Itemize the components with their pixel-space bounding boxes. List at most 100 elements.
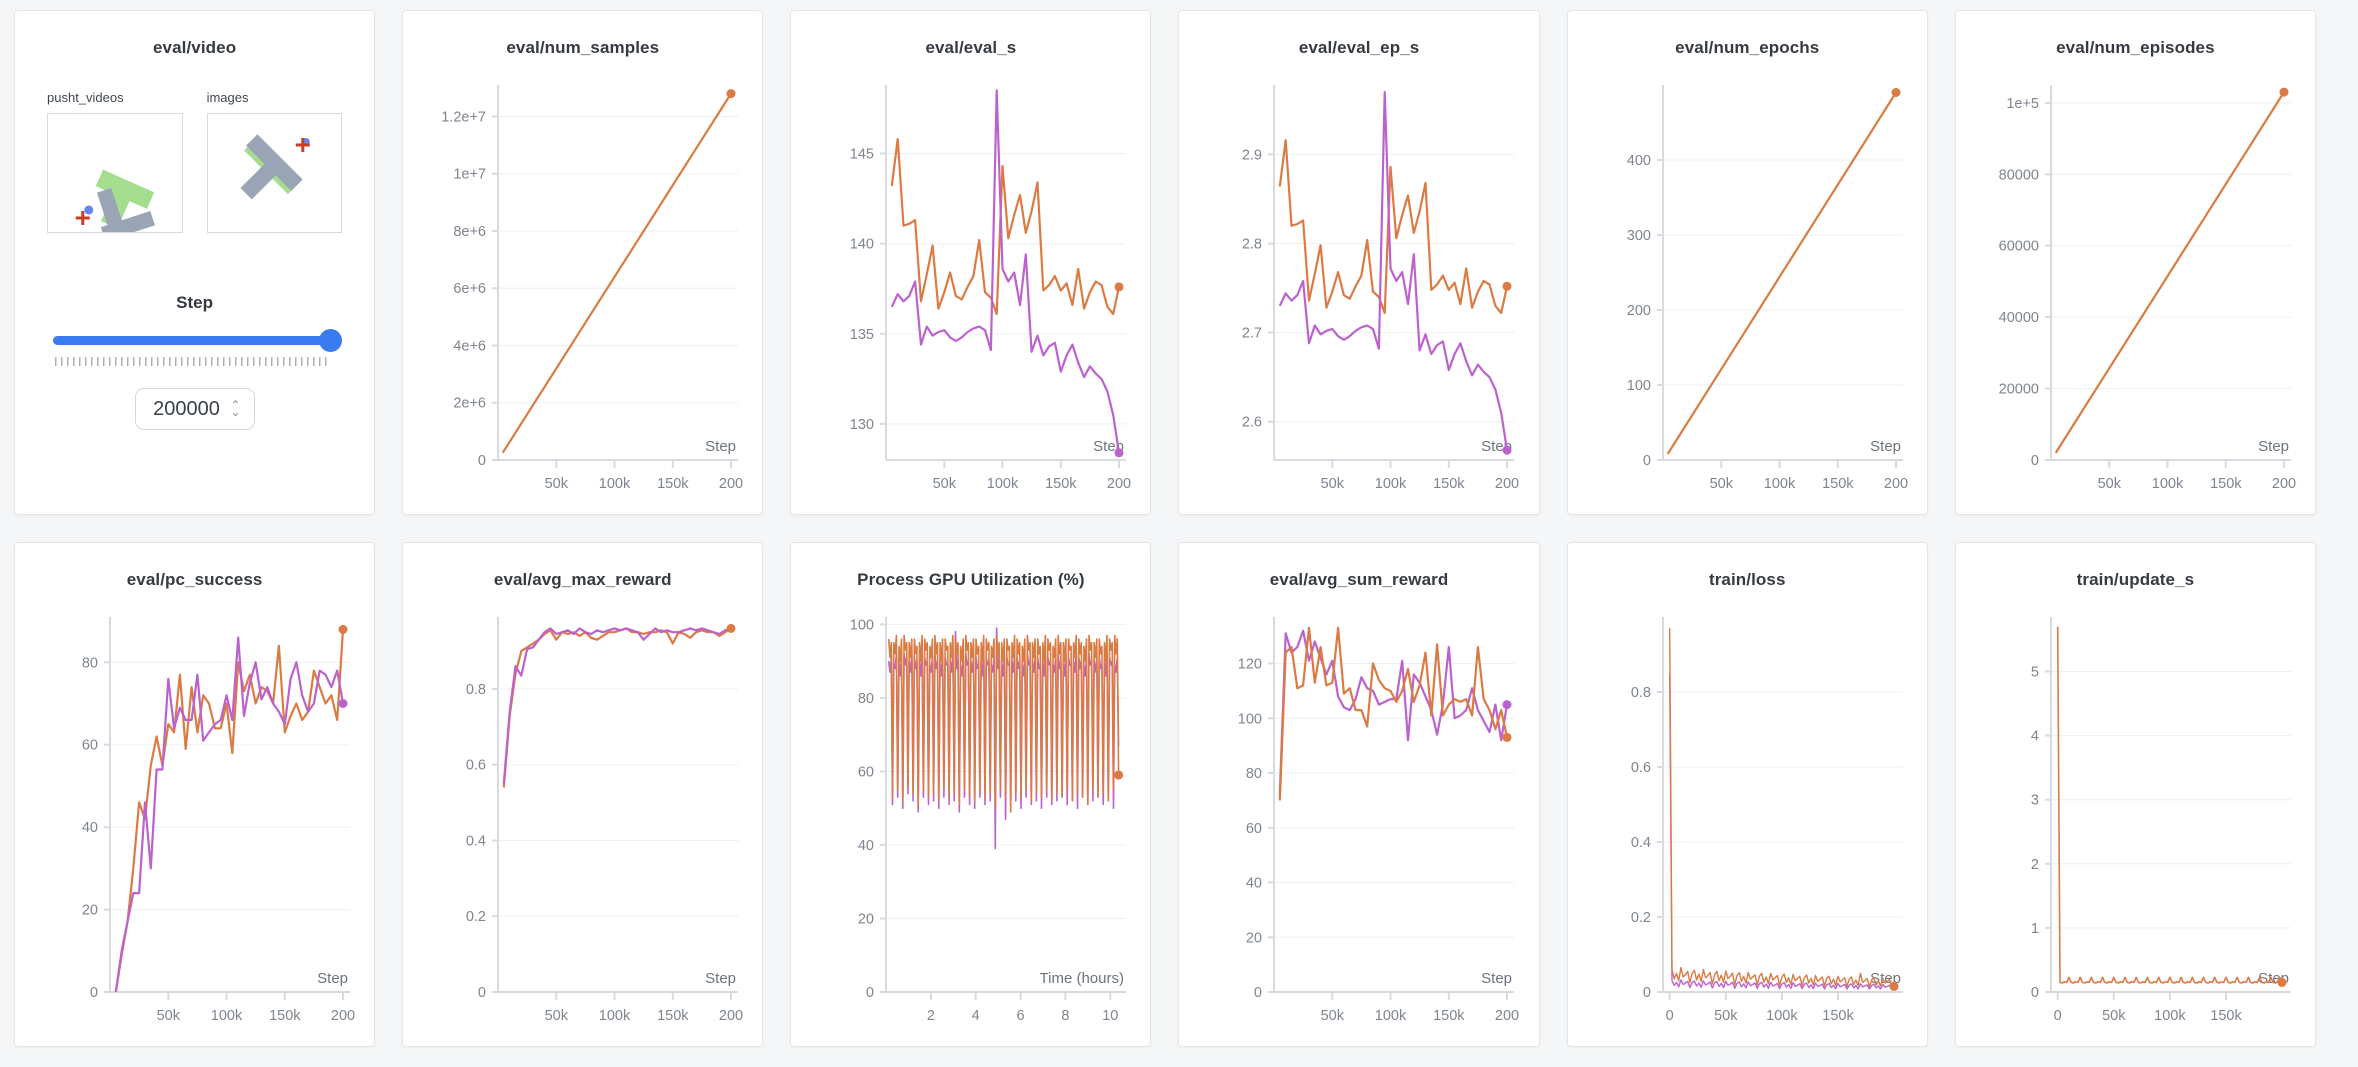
- series-line-orange: [502, 627, 732, 788]
- images-scene: [240, 134, 310, 200]
- series-line-orange: [1279, 626, 1509, 801]
- y-tick-label: 40: [82, 820, 98, 836]
- y-tick-label: 145: [850, 147, 874, 163]
- media-label: pusht_videos: [47, 90, 124, 105]
- x-tick-label: 100k: [599, 476, 631, 492]
- y-tick-label: 120: [1238, 657, 1262, 673]
- x-tick-label: 8: [1062, 1008, 1070, 1024]
- media-item-images: images: [206, 90, 343, 233]
- pusht-scene: [75, 169, 155, 242]
- x-tick-label: 100k: [1766, 1008, 1798, 1024]
- y-tick-label: 60: [1246, 821, 1262, 837]
- x-tick-label: 50k: [933, 476, 957, 492]
- x-axis-label: Time (hours): [1040, 970, 1124, 987]
- y-tick-label: 0.4: [1630, 835, 1650, 851]
- spinner-up-icon[interactable]: ⌃: [230, 398, 241, 412]
- x-tick-label: 150k: [269, 1008, 301, 1024]
- y-tick-label: 8e+6: [453, 224, 486, 240]
- chart-plot-num-epochs[interactable]: 0 100 200 300 400 50k 100k 150k 200 Step: [1568, 73, 1927, 510]
- chart-svg: 0 20 40 60 80 100 120 50k 100k 150k 200 Step: [1238, 617, 1520, 1024]
- x-tick-label: 100k: [211, 1008, 243, 1024]
- chart-plot-num-episodes[interactable]: 0 20000 40000 60000 80000 1e+5 50k 100k 150k 200 S…: [1956, 73, 2315, 510]
- chart-plot-train-loss[interactable]: 0 0.2 0.4 0.6 0.8 0 50k 100k 150k Step: [1568, 605, 1927, 1042]
- chart-plot-avg-max-reward[interactable]: 0 0.2 0.4 0.6 0.8 50k 100k 150k 200 Step: [403, 605, 762, 1042]
- y-tick-label: 0.2: [466, 909, 486, 925]
- x-tick-label: 100k: [1375, 476, 1407, 492]
- pusht-videos-thumbnail[interactable]: [47, 113, 183, 242]
- chart-plot-avg-sum-reward[interactable]: 0 20 40 60 80 100 120 50k 100k 150k 200 Step: [1179, 605, 1538, 1042]
- series-line-orange: [891, 137, 1121, 316]
- y-tick-label: 1e+5: [2006, 96, 2039, 112]
- y-tick-label: 0: [1643, 453, 1651, 469]
- end-point-dot-purple: [1502, 445, 1512, 455]
- chart-plot-eval-ep-s[interactable]: 2.6 2.7 2.8 2.9 50k 100k 150k 200 Step: [1179, 73, 1538, 510]
- chart-plot-train-update-s[interactable]: 0 1 2 3 4 5 0 50k 100k 150k Step: [1956, 605, 2315, 1042]
- series-line-purple: [891, 89, 1121, 453]
- step-input-spinner[interactable]: ⌃ ⌄: [230, 398, 241, 419]
- x-tick-label: 4: [972, 1008, 980, 1024]
- chart-plot-gpu-utilization[interactable]: 0 20 40 60 80 100 2 4 6 8 10 Time (hours): [791, 605, 1150, 1042]
- x-tick-label: 50k: [1714, 1008, 1738, 1024]
- chart-panel-num-samples: eval/num_samples 0 2e+6 4e+6 6e+6 8e+6 1e+7 1.…: [402, 10, 764, 515]
- chart-title: train/loss: [1708, 570, 1786, 589]
- y-tick-label: 20000: [1999, 382, 2039, 398]
- x-tick-label: 150k: [1434, 1008, 1466, 1024]
- end-point-dot-orange: [2279, 87, 2289, 97]
- y-tick-label: 60: [858, 764, 874, 780]
- end-point-dot-purple: [1502, 700, 1512, 710]
- slider-tick-ruler: [55, 357, 331, 366]
- x-tick-label: 6: [1017, 1008, 1025, 1024]
- end-point-dot-purple: [1114, 448, 1124, 458]
- x-tick-label: 200: [719, 1008, 743, 1024]
- x-tick-label: 200: [331, 1008, 355, 1024]
- step-input-box[interactable]: ⌃ ⌄: [134, 388, 255, 430]
- end-point-dot-purple: [338, 699, 348, 708]
- chart-svg: 0 2e+6 4e+6 6e+6 8e+6 1e+7 1.2e+7 50k 100k 150k 20…: [441, 85, 743, 492]
- x-tick-label: 50k: [1321, 1008, 1345, 1024]
- y-tick-label: 0: [90, 985, 98, 1001]
- end-point-dot-orange: [1891, 88, 1901, 97]
- y-tick-label: 0.8: [1630, 685, 1650, 701]
- chart-svg: 0 20 40 60 80 100 2 4 6 8 10 Time (hours): [850, 617, 1127, 1024]
- x-tick-label: 2: [927, 1008, 935, 1024]
- x-tick-label: 200: [1495, 476, 1519, 492]
- x-tick-label: 0: [2053, 1008, 2061, 1024]
- x-tick-label: 50k: [545, 1008, 569, 1024]
- x-axis-label: Step: [317, 970, 348, 987]
- x-tick-label: 50k: [2102, 1008, 2126, 1024]
- y-tick-label: 40: [858, 838, 874, 854]
- chart-svg: 0 20000 40000 60000 80000 1e+5 50k 100k 150k 200 S…: [1999, 85, 2296, 492]
- end-point-dot-orange: [2277, 977, 2287, 987]
- x-tick-label: 100k: [599, 1008, 631, 1024]
- chart-panel-eval-s: eval/eval_s 130 135 140 145 50k 100k 150k 200 St…: [790, 10, 1152, 515]
- spinner-down-icon[interactable]: ⌄: [230, 405, 241, 419]
- y-tick-label: 1: [2031, 921, 2039, 937]
- chart-panel-pc-success: eval/pc_success 0 20 40 60 80 50k 100k 150k 200 S…: [14, 542, 376, 1047]
- series-line-orange: [1668, 628, 1894, 988]
- x-tick-label: 0: [1665, 1008, 1673, 1024]
- chart-plot-pc-success[interactable]: 0 20 40 60 80 50k 100k 150k 200 Step: [15, 605, 374, 1042]
- chart-plot-eval-s[interactable]: 130 135 140 145 50k 100k 150k 200 Step: [791, 73, 1150, 510]
- images-thumbnail[interactable]: [206, 113, 343, 233]
- chart-title: eval/num_epochs: [1675, 38, 1820, 57]
- chart-panel-train-update-s: train/update_s 0 1 2 3 4 5 0 50k 100k 150k Step: [1954, 542, 2316, 1047]
- step-slider-knob[interactable]: [319, 329, 343, 352]
- chart-plot-num-samples[interactable]: 0 2e+6 4e+6 6e+6 8e+6 1e+7 1.2e+7 50k 100k 150k 20…: [403, 73, 762, 510]
- x-tick-label: 100k: [1763, 476, 1795, 492]
- y-tick-label: 0.6: [466, 758, 486, 774]
- end-point-dot-orange: [726, 623, 736, 633]
- media-label: images: [206, 90, 249, 105]
- step-slider-track[interactable]: [53, 336, 337, 345]
- x-axis-label: Step: [705, 438, 736, 455]
- series-line-orange: [1666, 91, 1897, 455]
- x-tick-label: 200: [1495, 1008, 1519, 1024]
- chart-title: eval/avg_sum_reward: [1269, 570, 1449, 589]
- y-tick-label: 140: [850, 237, 874, 253]
- chart-title: eval/pc_success: [126, 570, 263, 589]
- y-tick-label: 80000: [1999, 167, 2039, 183]
- step-slider[interactable]: [53, 329, 343, 353]
- x-tick-label: 150k: [2210, 476, 2242, 492]
- step-input[interactable]: [148, 396, 225, 422]
